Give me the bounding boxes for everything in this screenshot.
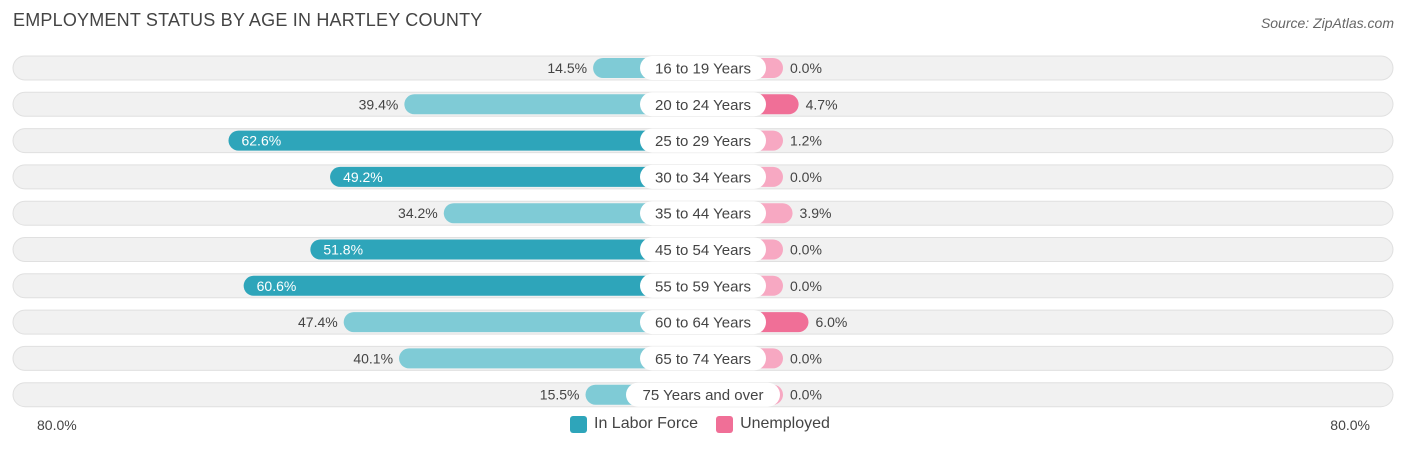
value-label-labor-force: 15.5% (540, 387, 580, 403)
category-label-bg (640, 310, 766, 335)
value-label-unemployed: 0.0% (790, 60, 822, 76)
bar-labor-force (404, 94, 703, 115)
value-label-labor-force: 14.5% (547, 60, 587, 76)
category-label-bg (626, 382, 780, 407)
value-label-labor-force: 51.8% (323, 242, 363, 258)
category-label-bg (640, 346, 766, 371)
bar-labor-force (443, 203, 703, 224)
category-label: 35 to 44 Years (655, 206, 751, 223)
legend-swatch-unemployed (716, 415, 734, 433)
bar-labor-force (310, 239, 703, 260)
value-label-unemployed: 0.0% (790, 278, 822, 294)
category-label: 45 to 54 Years (655, 242, 751, 259)
bar-labor-force (343, 312, 703, 333)
bar-labor-force (228, 130, 703, 151)
category-label: 60 to 64 Years (655, 315, 751, 332)
category-label-bg (640, 164, 766, 189)
value-label-labor-force: 40.1% (353, 350, 393, 366)
value-label-unemployed: 0.0% (790, 350, 822, 366)
axis-right-label: 80.0% (1330, 417, 1370, 433)
value-label-labor-force: 39.4% (359, 96, 399, 112)
value-label-labor-force: 60.6% (257, 278, 297, 294)
category-label: 65 to 74 Years (655, 351, 751, 368)
category-label: 30 to 34 Years (655, 169, 751, 186)
legend-item-labor-force: In Labor Force (570, 415, 698, 433)
chart-canvas: 16 to 19 Years 14.5% 0.0% 20 to 24 Years 39.… (12, 55, 1394, 408)
source-label: Source: ZipAtlas.com (1260, 15, 1394, 31)
legend-label-unemployed: Unemployed (740, 415, 830, 432)
legend-item-unemployed: Unemployed (716, 415, 830, 433)
legend-swatch-labor-force (570, 415, 587, 433)
legend: In Labor Force Unemployed (570, 415, 840, 433)
category-label-bg (640, 237, 766, 262)
bar-labor-force (330, 166, 703, 187)
category-label-bg (640, 201, 766, 226)
value-label-unemployed: 3.9% (800, 205, 832, 221)
value-label-unemployed: 4.7% (806, 96, 838, 112)
category-label-bg (640, 128, 766, 153)
bar-labor-force (243, 275, 704, 296)
chart-title: EMPLOYMENT STATUS BY AGE IN HARTLEY COUN… (13, 10, 483, 30)
value-label-unemployed: 0.0% (790, 242, 822, 258)
value-label-unemployed: 6.0% (815, 314, 847, 330)
category-label-bg (640, 92, 766, 117)
axis-left-label: 80.0% (37, 417, 77, 433)
bar-labor-force (399, 348, 703, 369)
legend-label-labor-force: In Labor Force (594, 415, 699, 432)
category-label: 55 to 59 Years (655, 278, 751, 295)
value-label-labor-force: 47.4% (298, 314, 338, 330)
value-label-labor-force: 62.6% (241, 133, 281, 149)
value-label-unemployed: 0.0% (790, 169, 822, 185)
category-label-bg (640, 56, 766, 80)
category-label: 20 to 24 Years (655, 97, 751, 114)
category-label: 16 to 19 Years (655, 61, 751, 78)
category-label-bg (640, 273, 766, 298)
category-label: 75 Years and over (643, 387, 764, 404)
value-label-unemployed: 1.2% (790, 133, 822, 149)
value-label-unemployed: 0.0% (790, 387, 822, 403)
value-label-labor-force: 34.2% (398, 205, 438, 221)
value-label-labor-force: 49.2% (343, 169, 383, 185)
category-label: 25 to 29 Years (655, 133, 751, 150)
